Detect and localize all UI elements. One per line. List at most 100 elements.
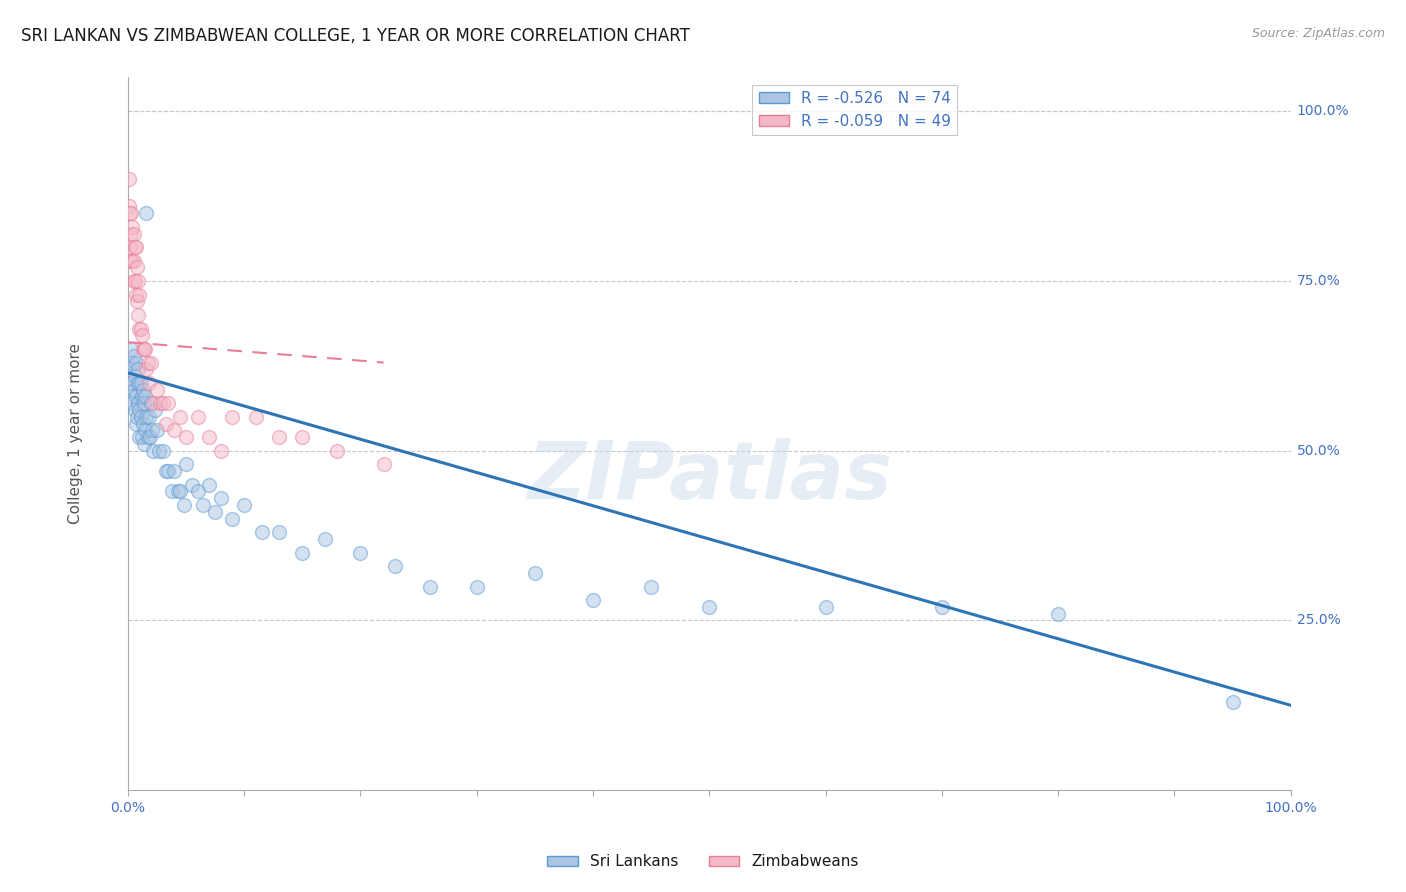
Legend: Sri Lankans, Zimbabweans: Sri Lankans, Zimbabweans [541, 848, 865, 875]
Point [120, 389, 142, 403]
Point [193, 498, 215, 512]
Point [198, 477, 221, 491]
Point [121, 219, 143, 234]
Point [155, 417, 177, 431]
Point [132, 437, 155, 451]
Point [157, 396, 180, 410]
Point [169, 409, 191, 424]
Point [582, 593, 605, 607]
Point [131, 430, 153, 444]
Point [931, 599, 953, 614]
Point [697, 599, 720, 614]
Point [138, 376, 160, 390]
Point [125, 355, 148, 369]
Point [135, 206, 157, 220]
Point [132, 342, 155, 356]
Point [291, 545, 314, 559]
Point [124, 240, 146, 254]
Point [1047, 607, 1070, 621]
Point [384, 559, 406, 574]
Point [198, 430, 221, 444]
Point [134, 424, 156, 438]
Text: SRI LANKAN VS ZIMBABWEAN COLLEGE, 1 YEAR OR MORE CORRELATION CHART: SRI LANKAN VS ZIMBABWEAN COLLEGE, 1 YEAR… [21, 27, 690, 45]
Point [157, 464, 180, 478]
Point [128, 430, 150, 444]
Point [125, 287, 148, 301]
Point [152, 443, 174, 458]
Point [127, 274, 149, 288]
Point [118, 172, 141, 186]
Point [121, 355, 143, 369]
Point [121, 253, 143, 268]
Legend: R = -0.526   N = 74, R = -0.059   N = 49: R = -0.526 N = 74, R = -0.059 N = 49 [752, 85, 957, 135]
Point [250, 525, 273, 540]
Point [120, 227, 142, 241]
Point [128, 376, 150, 390]
Point [143, 403, 166, 417]
Point [125, 376, 148, 390]
Point [1222, 695, 1244, 709]
Point [135, 362, 157, 376]
Point [209, 443, 232, 458]
Point [128, 287, 150, 301]
Point [814, 599, 837, 614]
Point [373, 458, 395, 472]
Point [118, 199, 141, 213]
Point [142, 396, 165, 410]
Point [122, 253, 145, 268]
Point [134, 389, 156, 403]
Point [245, 409, 267, 424]
Point [129, 376, 152, 390]
Point [120, 240, 142, 254]
Point [124, 403, 146, 417]
Point [120, 376, 142, 390]
Point [125, 240, 148, 254]
Point [146, 383, 169, 397]
Point [326, 443, 349, 458]
Point [209, 491, 232, 506]
Point [122, 227, 145, 241]
Point [122, 383, 145, 397]
Point [187, 409, 209, 424]
Point [135, 409, 157, 424]
Point [125, 417, 148, 431]
Point [267, 525, 290, 540]
Point [314, 532, 336, 546]
Point [129, 321, 152, 335]
Point [267, 430, 290, 444]
Text: College, 1 year or more: College, 1 year or more [67, 343, 83, 524]
Point [120, 342, 142, 356]
Point [465, 580, 488, 594]
Point [169, 484, 191, 499]
Point [132, 383, 155, 397]
Point [134, 342, 156, 356]
Point [121, 396, 143, 410]
Point [148, 443, 170, 458]
Point [125, 409, 148, 424]
Point [136, 430, 159, 444]
Point [155, 464, 177, 478]
Point [142, 443, 165, 458]
Point [163, 464, 186, 478]
Point [160, 484, 183, 499]
Point [122, 274, 145, 288]
Point [125, 294, 148, 309]
Text: 75.0%: 75.0% [1296, 274, 1340, 288]
Point [138, 409, 160, 424]
Point [152, 396, 174, 410]
Point [132, 342, 155, 356]
Point [166, 484, 188, 499]
Point [122, 349, 145, 363]
Point [139, 430, 162, 444]
Point [127, 396, 149, 410]
Point [291, 430, 314, 444]
Point [125, 260, 148, 275]
Point [132, 417, 155, 431]
Point [132, 396, 155, 410]
Point [174, 458, 197, 472]
Text: 50.0%: 50.0% [1296, 443, 1340, 458]
Point [139, 396, 162, 410]
Text: Source: ZipAtlas.com: Source: ZipAtlas.com [1251, 27, 1385, 40]
Point [640, 580, 662, 594]
Point [124, 274, 146, 288]
